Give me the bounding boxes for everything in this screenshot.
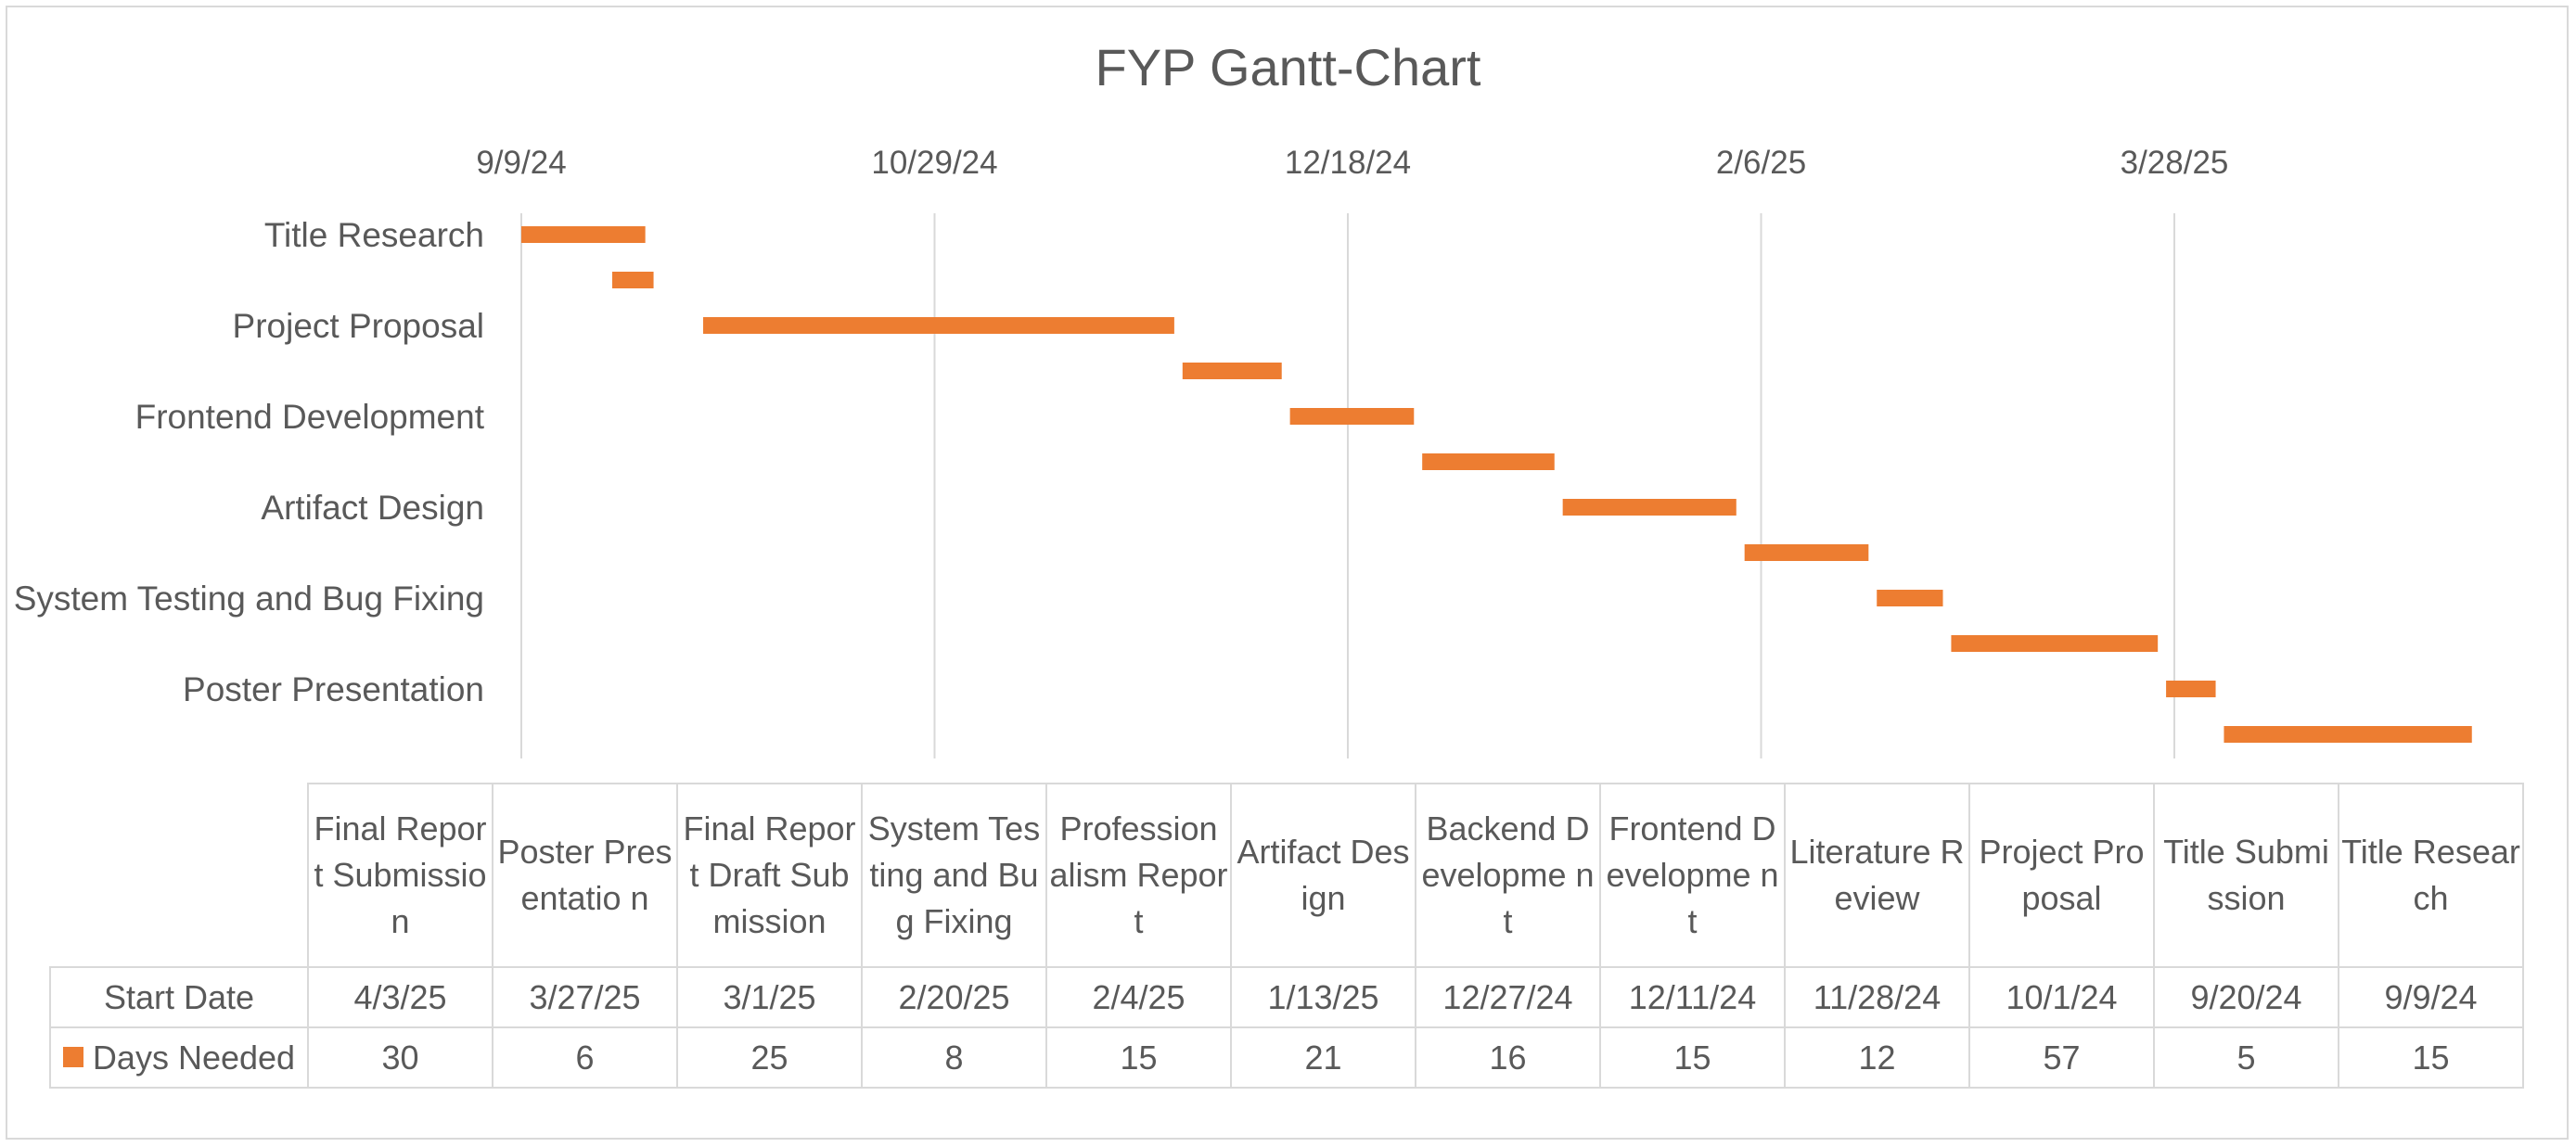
data-table-start-row: Start Date 4/3/25 3/27/25 3/1/25 2/20/25 2/4… bbox=[49, 966, 2524, 1028]
days-needed-cell: 16 bbox=[1415, 1026, 1601, 1089]
days-needed-cell: 57 bbox=[1968, 1026, 2155, 1089]
column-header-text: Title Research bbox=[2341, 833, 2520, 917]
x-tick-label: 10/29/24 bbox=[871, 145, 997, 181]
y-category-label: Title Research bbox=[264, 216, 484, 254]
task-bar bbox=[1951, 635, 2159, 652]
y-category-label: Artifact Design bbox=[261, 489, 484, 527]
task-bar bbox=[703, 317, 1174, 334]
start-date-cell: 11/28/24 bbox=[1784, 966, 1970, 1028]
x-tick-label: 9/9/24 bbox=[476, 145, 566, 181]
days-needed-cell: 15 bbox=[2338, 1026, 2524, 1089]
data-table-days-row: Days Needed 30 6 25 8 15 21 16 15 12 57 5 15 bbox=[49, 1026, 2524, 1089]
column-header-text: Backend Developme nt bbox=[1421, 809, 1595, 940]
column-header-text: Final Report Submission bbox=[314, 809, 487, 940]
column-header-text: Artifact Design bbox=[1237, 833, 1410, 917]
column-header: Poster Presentatio n bbox=[492, 783, 678, 968]
x-axis-tick-labels: 9/9/24 10/29/24 12/18/24 2/6/25 3/28/25 bbox=[476, 145, 2228, 181]
start-date-cell: 10/1/24 bbox=[1968, 966, 2155, 1028]
days-needed-cell: 15 bbox=[1045, 1026, 1232, 1089]
start-date-cell: 1/13/25 bbox=[1230, 966, 1416, 1028]
task-bar bbox=[1422, 453, 1555, 470]
column-header: Frontend Developme nt bbox=[1599, 783, 1786, 968]
column-header: Title Research bbox=[2338, 783, 2524, 968]
task-bars bbox=[521, 226, 2472, 743]
column-header: Final Report Submission bbox=[307, 783, 493, 968]
start-date-cell: 3/27/25 bbox=[492, 966, 678, 1028]
column-header: Backend Developme nt bbox=[1415, 783, 1601, 968]
gridlines bbox=[520, 213, 2175, 758]
x-tick-label: 3/28/25 bbox=[2121, 145, 2229, 181]
data-table-corner bbox=[50, 784, 308, 967]
days-needed-cell: 25 bbox=[676, 1026, 863, 1089]
days-needed-cell: 6 bbox=[492, 1026, 678, 1089]
column-header: System Testing and Bug Fixing bbox=[861, 783, 1047, 968]
column-header-text: Poster Presentatio n bbox=[497, 833, 673, 917]
column-header-text: Title Submission bbox=[2163, 833, 2329, 917]
x-tick-label: 2/6/25 bbox=[1716, 145, 1806, 181]
start-date-cell: 12/11/24 bbox=[1599, 966, 1786, 1028]
start-date-cell: 3/1/25 bbox=[676, 966, 863, 1028]
column-header-text: Literature Review bbox=[1789, 833, 1965, 917]
y-category-label: System Testing and Bug Fixing bbox=[14, 580, 484, 618]
y-axis-category-labels: Title Research Project Proposal Frontend D… bbox=[14, 216, 485, 708]
days-needed-label-cell: Days Needed bbox=[49, 1026, 309, 1089]
column-header: Final Report Draft Submission bbox=[676, 783, 863, 968]
data-table-header-row: Final Report Submission Poster Presentati… bbox=[50, 783, 2524, 968]
days-needed-cell: 21 bbox=[1230, 1026, 1416, 1089]
x-tick-label: 12/18/24 bbox=[1285, 145, 1411, 181]
days-needed-cell: 30 bbox=[307, 1026, 493, 1089]
start-date-label: Start Date bbox=[49, 966, 309, 1028]
task-bar bbox=[1182, 363, 1282, 379]
column-header-text: System Testing and Bug Fixing bbox=[867, 809, 1041, 940]
start-date-cell: 9/9/24 bbox=[2338, 966, 2524, 1028]
column-header: Profession alism Report bbox=[1045, 783, 1232, 968]
legend-key-swatch bbox=[62, 1046, 83, 1067]
column-header-text: Final Report Draft Submission bbox=[683, 809, 856, 940]
task-bar bbox=[521, 226, 646, 243]
y-category-label: Project Proposal bbox=[233, 307, 484, 345]
gantt-chart: 9/9/24 10/29/24 12/18/24 2/6/25 3/28/25 Titl… bbox=[14, 145, 2472, 758]
start-date-cell: 2/20/25 bbox=[861, 966, 1047, 1028]
column-header-text: Project Proposal bbox=[1979, 833, 2145, 917]
start-date-cell: 2/4/25 bbox=[1045, 966, 1232, 1028]
task-bar bbox=[1562, 499, 1737, 516]
days-needed-cell: 5 bbox=[2153, 1026, 2339, 1089]
task-bar bbox=[612, 272, 654, 288]
task-bar bbox=[2166, 681, 2216, 697]
column-header: Project Proposal bbox=[1968, 783, 2155, 968]
task-bar bbox=[1289, 408, 1415, 425]
task-bar bbox=[1744, 544, 1869, 561]
data-table: Final Report Submission Poster Presentati… bbox=[49, 783, 2524, 1089]
column-header-text: Frontend Developme nt bbox=[1606, 809, 1779, 940]
column-header-text: Profession alism Report bbox=[1049, 809, 1228, 940]
task-bar bbox=[1877, 590, 1943, 606]
days-needed-cell: 12 bbox=[1784, 1026, 1970, 1089]
y-category-label: Poster Presentation bbox=[183, 670, 484, 708]
y-category-label: Frontend Development bbox=[135, 398, 485, 436]
column-header: Artifact Design bbox=[1230, 783, 1416, 968]
start-date-cell: 12/27/24 bbox=[1415, 966, 1601, 1028]
start-date-cell: 9/20/24 bbox=[2153, 966, 2339, 1028]
days-needed-cell: 8 bbox=[861, 1026, 1047, 1089]
column-header: Title Submission bbox=[2153, 783, 2339, 968]
task-bar bbox=[2224, 726, 2472, 743]
days-needed-cell: 15 bbox=[1599, 1026, 1786, 1089]
column-header: Literature Review bbox=[1784, 783, 1970, 968]
chart-title: FYP Gantt-Chart bbox=[1095, 38, 1481, 96]
days-needed-label: Days Needed bbox=[92, 1038, 296, 1077]
start-date-cell: 4/3/25 bbox=[307, 966, 493, 1028]
